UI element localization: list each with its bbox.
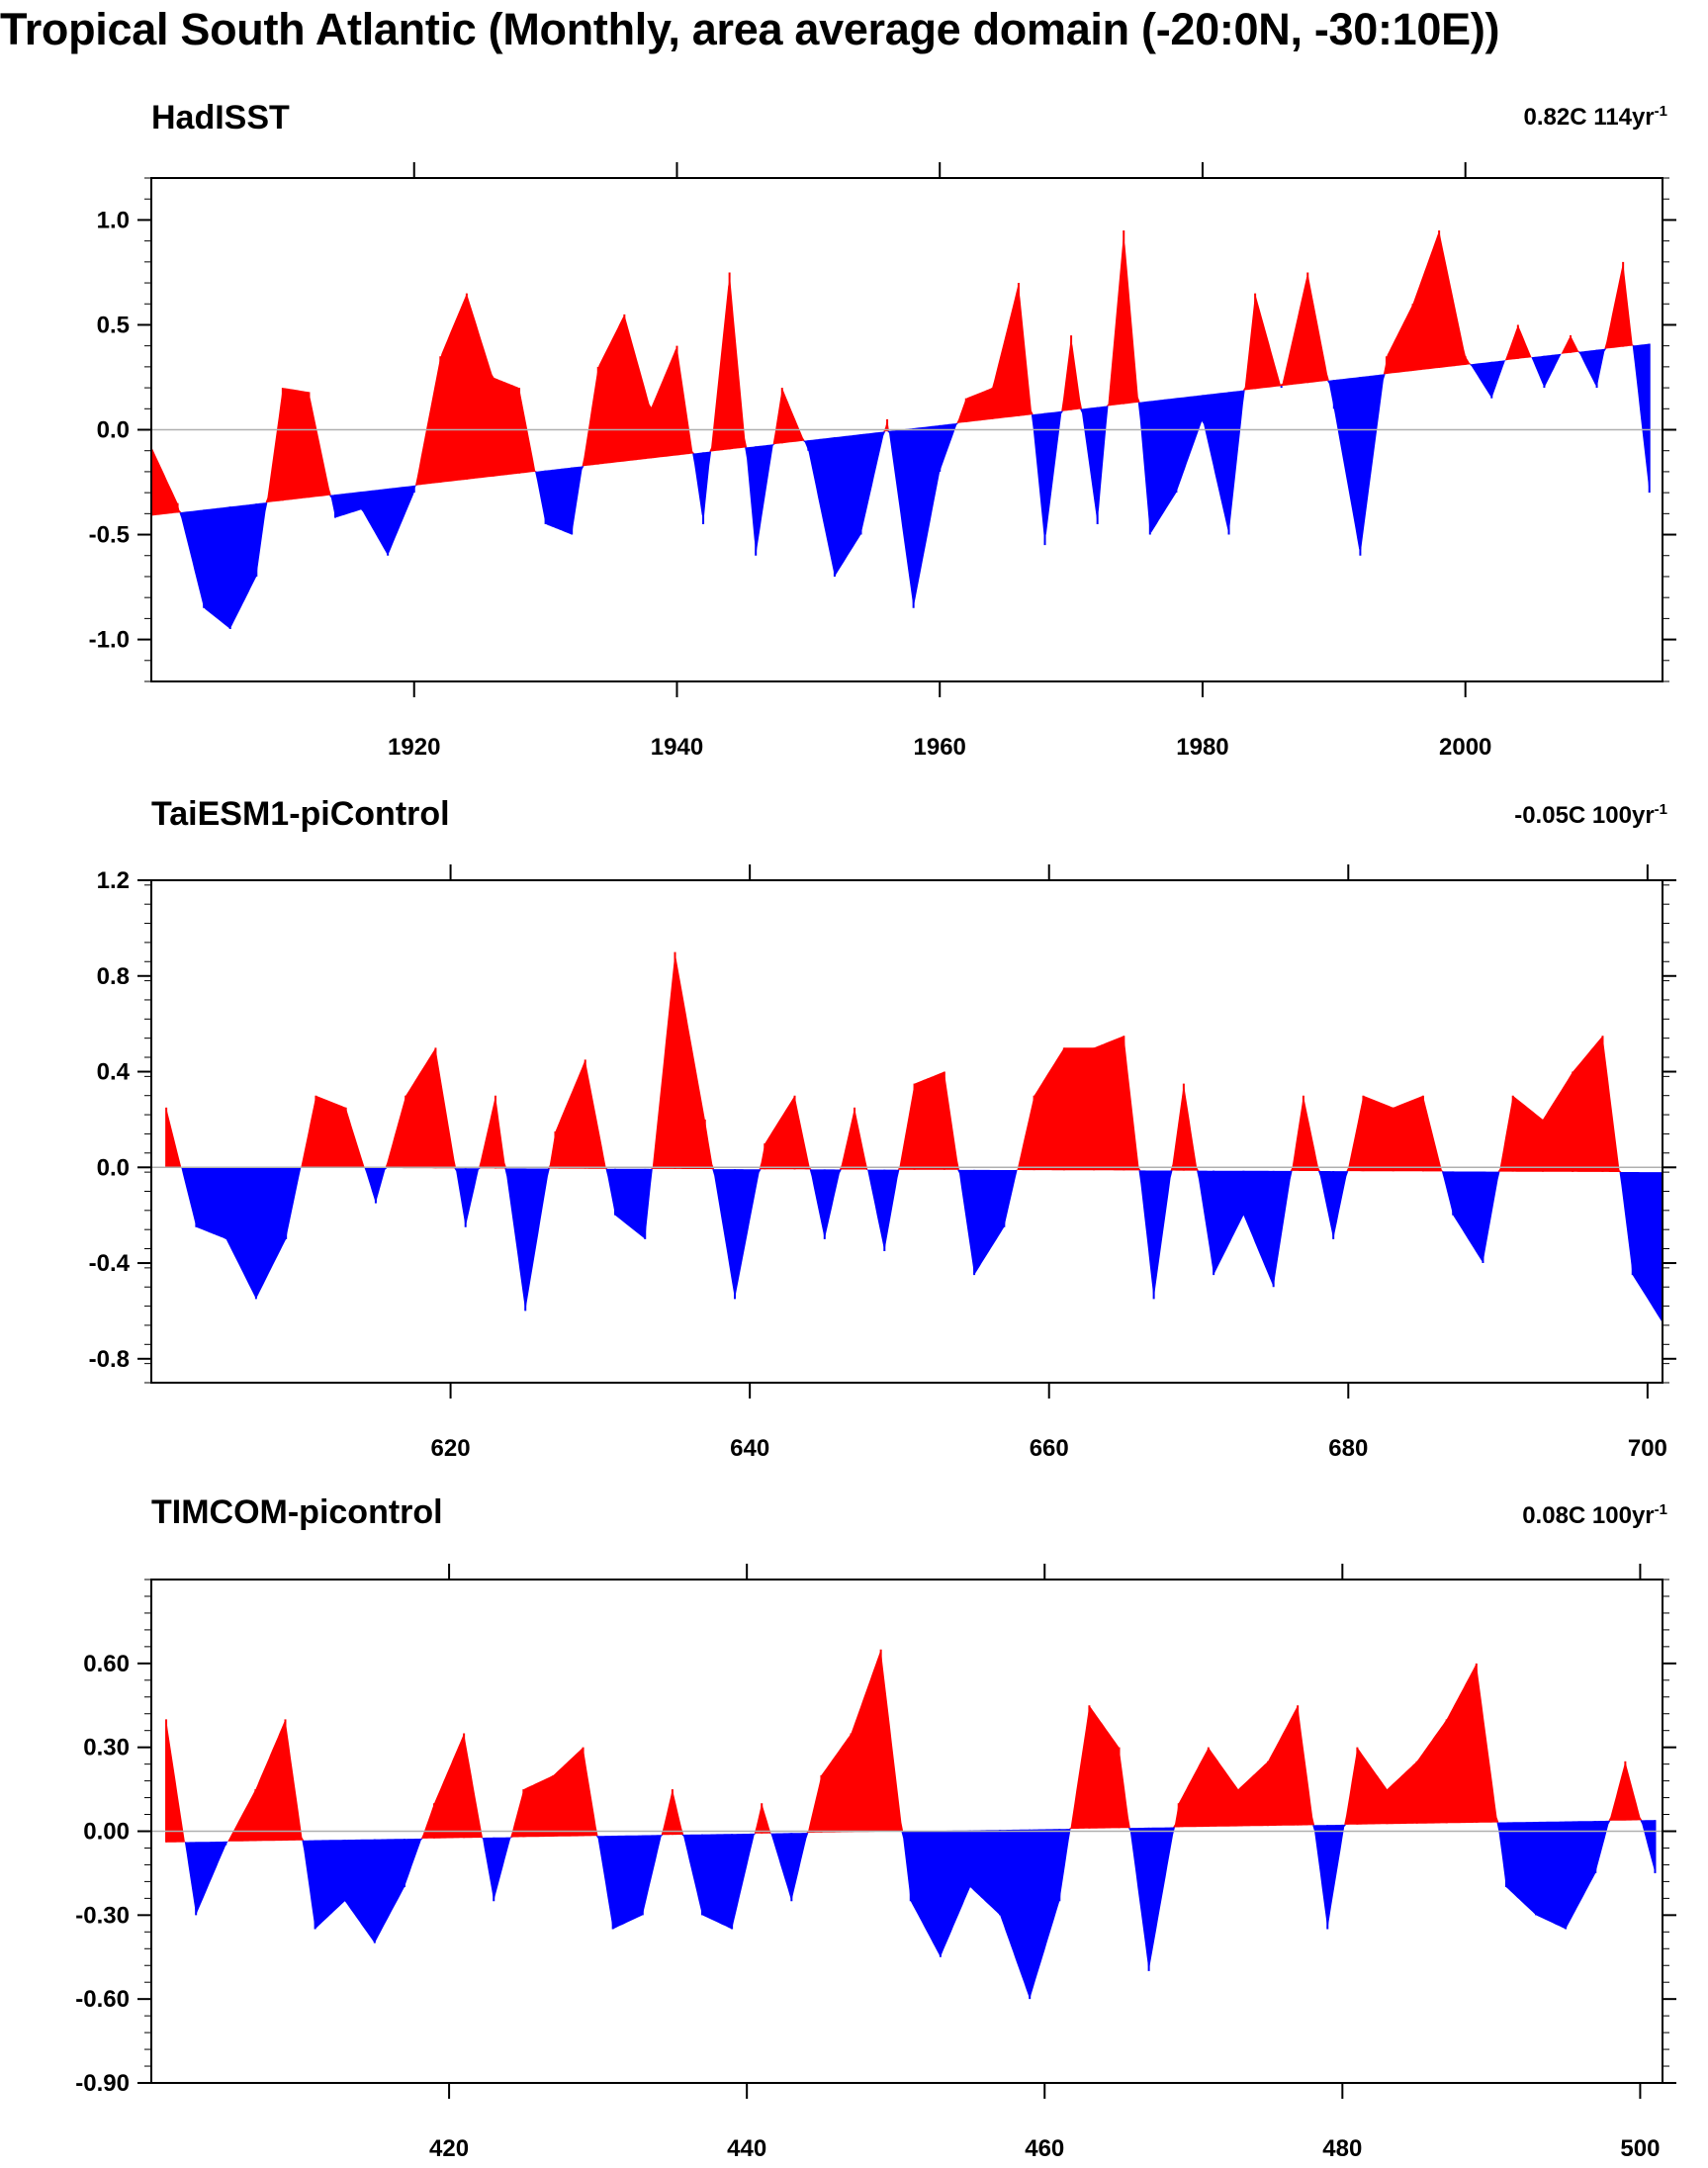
y-tick-label: 1.2 — [97, 867, 130, 894]
y-tick-label: 0.8 — [97, 963, 130, 990]
x-tick-label: 640 — [730, 1435, 769, 1462]
y-tick-label: 0.5 — [97, 312, 130, 338]
y-tick-label: -0.90 — [75, 2070, 130, 2097]
panel-title-timcom: TIMCOM-picontrol — [151, 1493, 443, 1531]
y-tick-label: 0.4 — [97, 1059, 131, 1086]
plot-frame — [150, 879, 1663, 1384]
chart-panel-0: 1.0 0.5 0.0 -0.5 -1.0 1920 1940 1960 1980 2000 — [89, 162, 1676, 761]
y-tick-label: 0.60 — [83, 1651, 130, 1677]
x-tick-label: 500 — [1620, 2135, 1660, 2162]
y-tick-label: -0.5 — [89, 522, 130, 549]
y-tick-label: 0.0 — [97, 1154, 130, 1181]
x-tick-label: 440 — [727, 2135, 766, 2162]
chart-panel-2: 0.60 0.30 0.00 -0.30 -0.60 -0.90 420 440 460 480 5… — [75, 1564, 1676, 2162]
x-tick-label: 480 — [1322, 2135, 1362, 2162]
x-tick-label: 460 — [1025, 2135, 1064, 2162]
y-tick-label: -0.30 — [75, 1902, 130, 1929]
x-tick-label: 680 — [1328, 1435, 1368, 1462]
panel-title-taiesm1: TaiESM1-piControl — [151, 795, 450, 833]
y-tick-label: -0.60 — [75, 1986, 130, 2013]
positive-anomaly-area — [151, 232, 1650, 516]
y-tick-label: 1.0 — [97, 207, 130, 233]
x-tick-label: 700 — [1628, 1435, 1667, 1462]
trend-unit-superscript: -1 — [1654, 1501, 1667, 1518]
trend-value: 0.08C 100yr — [1522, 1502, 1655, 1529]
trend-label-taiesm1: -0.05C 100yr-1 — [1514, 801, 1667, 830]
y-tick-label: -1.0 — [89, 627, 130, 654]
trend-unit-superscript: -1 — [1654, 801, 1667, 818]
y-tick-label: 0.0 — [97, 417, 130, 444]
trend-value: -0.05C 100yr — [1514, 802, 1655, 829]
trend-unit-superscript: -1 — [1654, 103, 1667, 120]
y-tick-label: -0.4 — [89, 1250, 131, 1277]
negative-anomaly-area — [151, 343, 1650, 629]
positive-anomaly-area — [166, 1649, 1656, 1843]
x-tick-label: 1940 — [651, 734, 703, 761]
trend-label-hadisst: 0.82C 114yr-1 — [1524, 103, 1667, 132]
page-title: Tropical South Atlantic (Monthly, area a… — [0, 4, 1500, 54]
x-tick-label: 420 — [429, 2135, 469, 2162]
x-tick-label: 1920 — [388, 734, 440, 761]
negative-anomaly-area — [166, 1167, 1663, 1323]
x-tick-label: 1980 — [1176, 734, 1228, 761]
y-tick-label: 0.00 — [83, 1819, 130, 1846]
trend-value: 0.82C 114yr — [1523, 104, 1655, 131]
x-tick-label: 660 — [1030, 1435, 1069, 1462]
x-tick-label: 620 — [431, 1435, 471, 1462]
x-tick-label: 1960 — [914, 734, 966, 761]
y-tick-label: -0.8 — [89, 1346, 130, 1373]
trend-label-timcom: 0.08C 100yr-1 — [1522, 1501, 1667, 1530]
x-tick-label: 2000 — [1439, 734, 1491, 761]
y-tick-label: 0.30 — [83, 1735, 130, 1762]
panel-title-hadisst: HadISST — [151, 99, 290, 136]
chart-panel-1: 1.2 0.8 0.4 0.0 -0.4 -0.8 620 640 660 680 700 — [89, 864, 1676, 1462]
